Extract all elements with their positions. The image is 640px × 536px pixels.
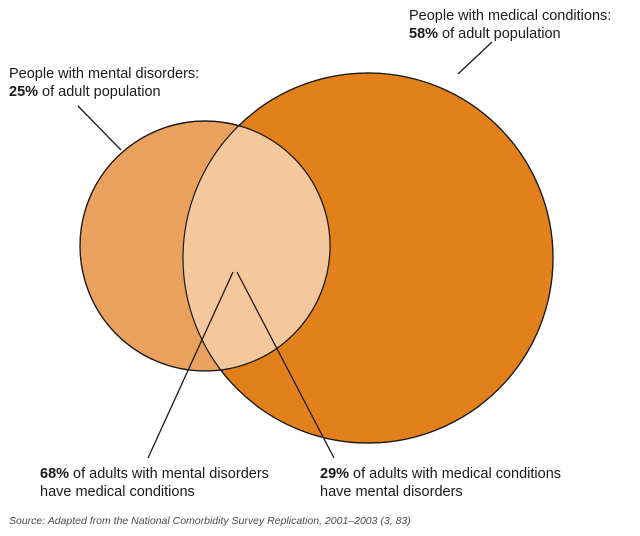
- callout-mental-with-medical: 68% of adults with mental disorders have…: [40, 465, 269, 501]
- callout-medical-with-mental: 29% of adults with medical conditions ha…: [320, 465, 561, 501]
- medical-label-line2: of adult population: [438, 26, 561, 42]
- mental-circle-outline: [79, 120, 331, 372]
- source-note: Source: Adapted from the National Comorb…: [9, 515, 411, 527]
- callout-68-pct: 68%: [40, 466, 70, 482]
- callout-29-line2: have mental disorders: [320, 484, 463, 500]
- mental-label-line1: People with mental disorders:: [9, 66, 200, 82]
- mental-disorders-label: People with mental disorders: 25% of adu…: [9, 65, 199, 101]
- mental-leader-line: [77, 105, 122, 151]
- callout-68-line1: of adults with mental disorders: [69, 466, 269, 482]
- mental-pct: 25%: [9, 84, 39, 100]
- medical-pct: 58%: [409, 26, 439, 42]
- medical-leader-line: [457, 41, 493, 75]
- callout-68-line2: have medical conditions: [40, 484, 195, 500]
- medical-conditions-label: People with medical conditions: 58% of a…: [409, 7, 611, 43]
- callout-29-line1: of adults with medical conditions: [349, 466, 562, 482]
- callout-29-leader-line: [236, 271, 335, 459]
- overlap-region: [183, 121, 330, 371]
- medical-circle-outline: [182, 72, 554, 444]
- callout-29-pct: 29%: [320, 466, 350, 482]
- medical-label-line1: People with medical conditions:: [409, 8, 612, 24]
- mental-label-line2: of adult population: [38, 84, 161, 100]
- callout-68-leader-line: [147, 271, 234, 459]
